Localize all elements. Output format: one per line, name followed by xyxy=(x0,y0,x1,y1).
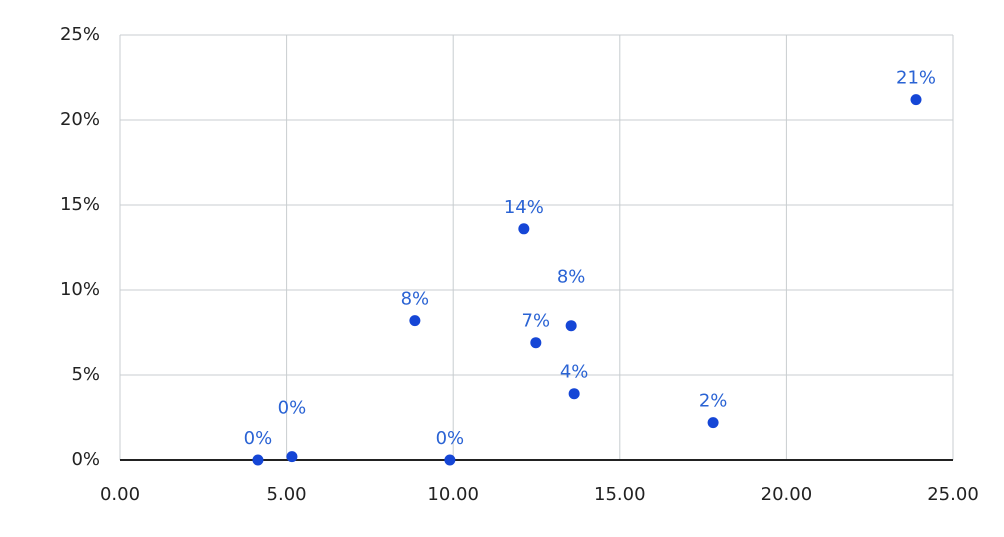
data-label: 7% xyxy=(522,311,551,332)
y-tick-label: 10% xyxy=(60,279,100,300)
point xyxy=(286,451,298,463)
data-label: 14% xyxy=(504,197,544,218)
y-tick-label: 5% xyxy=(71,364,100,385)
point xyxy=(565,320,577,332)
x-tick-label: 25.00 xyxy=(927,484,979,505)
x-tick-label: 0.00 xyxy=(100,484,140,505)
point xyxy=(518,223,530,235)
data-label: 2% xyxy=(699,391,728,412)
data-label: 0% xyxy=(436,428,465,449)
y-tick-label: 20% xyxy=(60,109,100,130)
data-label: 0% xyxy=(278,398,307,419)
data-label: 8% xyxy=(557,267,586,288)
y-tick-label: 15% xyxy=(60,194,100,215)
x-tick-label: 10.00 xyxy=(427,484,479,505)
point xyxy=(910,94,922,106)
point xyxy=(568,388,580,400)
point xyxy=(444,454,456,466)
x-tick-label: 5.00 xyxy=(267,484,307,505)
y-tick-label: 0% xyxy=(71,449,100,470)
x-tick-label: 20.00 xyxy=(761,484,813,505)
point xyxy=(707,417,719,429)
point xyxy=(252,454,264,466)
data-label: 4% xyxy=(560,362,589,383)
data-label: 8% xyxy=(401,289,430,310)
x-tick-label: 15.00 xyxy=(594,484,646,505)
point xyxy=(530,337,542,349)
y-tick-label: 25% xyxy=(60,24,100,45)
data-label: 0% xyxy=(244,428,273,449)
data-label: 21% xyxy=(896,68,936,89)
point xyxy=(409,315,421,327)
